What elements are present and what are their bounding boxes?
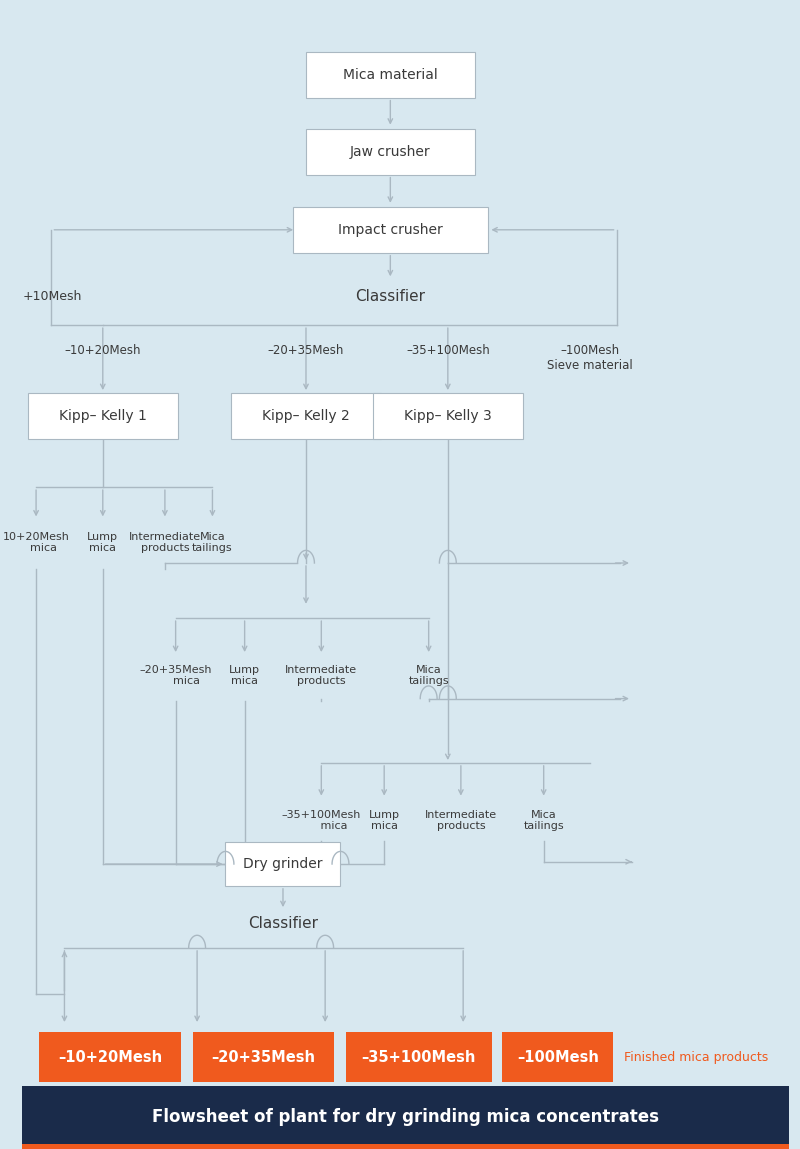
Text: Mica
tailings: Mica tailings (192, 532, 233, 553)
Text: Mica
tailings: Mica tailings (523, 810, 564, 831)
FancyBboxPatch shape (502, 1032, 614, 1082)
Text: 10+20Mesh
    mica: 10+20Mesh mica (2, 532, 70, 553)
FancyBboxPatch shape (193, 1032, 334, 1082)
Text: –100Mesh: –100Mesh (517, 1049, 599, 1065)
Text: Mica material: Mica material (343, 68, 438, 82)
Text: Lump
mica: Lump mica (229, 665, 260, 686)
FancyBboxPatch shape (226, 842, 341, 886)
FancyBboxPatch shape (306, 129, 474, 175)
FancyBboxPatch shape (306, 52, 474, 98)
Text: Intermediate
products: Intermediate products (129, 532, 201, 553)
Text: Lump
mica: Lump mica (87, 532, 118, 553)
Text: Classifier: Classifier (248, 916, 318, 932)
FancyBboxPatch shape (22, 1144, 789, 1149)
Text: Impact crusher: Impact crusher (338, 223, 442, 237)
Text: Dry grinder: Dry grinder (243, 857, 322, 871)
Text: Kipp– Kelly 2: Kipp– Kelly 2 (262, 409, 350, 423)
Text: –10+20Mesh: –10+20Mesh (65, 344, 141, 357)
Text: Mica
tailings: Mica tailings (408, 665, 449, 686)
Text: Kipp– Kelly 3: Kipp– Kelly 3 (404, 409, 492, 423)
FancyBboxPatch shape (231, 393, 381, 439)
Text: –10+20Mesh: –10+20Mesh (58, 1049, 162, 1065)
Text: –35+100Mesh: –35+100Mesh (406, 344, 490, 357)
FancyBboxPatch shape (373, 393, 522, 439)
FancyBboxPatch shape (22, 1086, 789, 1149)
Text: Finished mica products: Finished mica products (624, 1050, 769, 1064)
Text: –35+100Mesh: –35+100Mesh (362, 1049, 476, 1065)
FancyBboxPatch shape (346, 1032, 491, 1082)
Text: Jaw crusher: Jaw crusher (350, 145, 430, 159)
Text: –100Mesh
Sieve material: –100Mesh Sieve material (547, 345, 633, 372)
Text: Flowsheet of plant for dry grinding mica concentrates: Flowsheet of plant for dry grinding mica… (152, 1109, 659, 1126)
FancyBboxPatch shape (39, 1032, 181, 1082)
Text: –20+35Mesh: –20+35Mesh (211, 1049, 315, 1065)
Text: –20+35Mesh
      mica: –20+35Mesh mica (139, 665, 212, 686)
Text: Intermediate
products: Intermediate products (425, 810, 497, 831)
Text: –20+35Mesh: –20+35Mesh (268, 344, 344, 357)
Text: –35+100Mesh
       mica: –35+100Mesh mica (282, 810, 361, 831)
Text: Kipp– Kelly 1: Kipp– Kelly 1 (59, 409, 146, 423)
FancyBboxPatch shape (293, 207, 488, 253)
FancyBboxPatch shape (28, 393, 178, 439)
Text: Lump
mica: Lump mica (369, 810, 400, 831)
Text: Intermediate
products: Intermediate products (286, 665, 358, 686)
Text: +10Mesh: +10Mesh (23, 290, 82, 303)
Text: Classifier: Classifier (355, 288, 426, 304)
